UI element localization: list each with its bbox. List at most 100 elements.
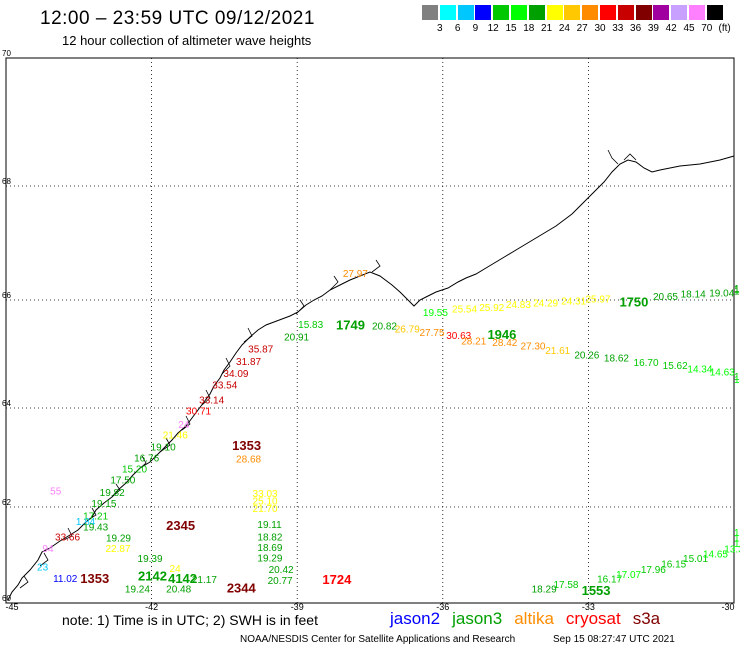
wave-height-label: 23 bbox=[37, 562, 49, 573]
wave-height-label: 4142 bbox=[168, 571, 197, 586]
wave-height-label: 17.63 bbox=[734, 285, 740, 296]
latitude-label: 60 bbox=[2, 594, 11, 603]
wave-height-label: 13.36 bbox=[724, 545, 740, 556]
wave-height-label: 1749 bbox=[336, 318, 365, 333]
wave-height-label: 16.15 bbox=[661, 559, 686, 570]
wave-height-label: 19.15 bbox=[91, 499, 116, 510]
satellite-legend: jason2 jason3 altika cryosat s3a bbox=[390, 609, 672, 629]
legend-swatch bbox=[528, 5, 545, 20]
wave-height-label: 27.75 bbox=[420, 328, 445, 339]
legend-label: 33 bbox=[612, 23, 624, 34]
legend-label: 6 bbox=[454, 23, 461, 34]
wave-height-label: 16.70 bbox=[634, 358, 659, 369]
legend-swatch bbox=[653, 5, 670, 20]
wave-height-label: 14.65 bbox=[703, 549, 728, 560]
wave-height-label: 24.31 bbox=[561, 296, 586, 307]
legend-swatch bbox=[582, 5, 599, 20]
legend-label: 15 bbox=[505, 23, 517, 34]
wave-height-label: 33.54 bbox=[212, 381, 237, 392]
longitude-label: -30 bbox=[721, 602, 734, 612]
wave-height-label: 14.63 bbox=[710, 368, 735, 379]
satellite-name: altika bbox=[514, 609, 554, 628]
legend-swatch bbox=[671, 5, 688, 20]
graticule bbox=[6, 58, 734, 603]
wave-height-label: 55 bbox=[50, 487, 62, 498]
wave-height-label: 31.87 bbox=[236, 357, 261, 368]
wave-height-label: 12.24 bbox=[734, 539, 740, 550]
legend-label: 9 bbox=[472, 23, 479, 34]
wave-height-label: 25.10 bbox=[253, 497, 278, 508]
wave-height-label: 17.21 bbox=[83, 511, 108, 522]
wave-height-label: 19.04 bbox=[709, 289, 734, 300]
legend-swatch bbox=[422, 5, 438, 20]
wave-height-label: 19.24 bbox=[125, 584, 150, 595]
legend-label: 27 bbox=[576, 23, 588, 34]
wave-height-label: 25.54 bbox=[452, 304, 477, 315]
wave-height-label: 19.29 bbox=[257, 554, 282, 565]
latitude-label: 62 bbox=[2, 498, 11, 507]
longitude-label: -42 bbox=[145, 602, 158, 612]
longitude-label: -45 bbox=[5, 602, 18, 612]
wave-height-label: 27.97 bbox=[343, 269, 368, 280]
map-frame bbox=[5, 57, 735, 604]
satellite-name: jason2 bbox=[390, 609, 441, 628]
wave-height-label: 1353 bbox=[80, 571, 109, 586]
legend-swatch bbox=[439, 5, 456, 20]
wave-height-label: 11.02 bbox=[53, 574, 78, 585]
wave-height-label: 21.17 bbox=[192, 575, 217, 586]
legend-label: 3 bbox=[437, 23, 443, 34]
wave-height-label: 20.91 bbox=[284, 333, 309, 344]
wave-height-label: 17.58 bbox=[553, 580, 578, 591]
wave-height-label: 19.82 bbox=[100, 488, 125, 499]
wave-height-label: 21.46 bbox=[163, 431, 188, 442]
wave-height-label: 19.39 bbox=[138, 554, 163, 565]
wave-height-label: 24.29 bbox=[533, 298, 558, 309]
wave-height-label: 33.03 bbox=[253, 489, 278, 500]
wave-height-label: 24 bbox=[178, 420, 190, 431]
legend-label: 39 bbox=[647, 23, 659, 34]
wave-height-label: 20.65 bbox=[653, 292, 678, 303]
wave-height-label: 35.87 bbox=[248, 344, 273, 355]
legend-label: 45 bbox=[683, 23, 695, 34]
wave-height-label: 20.26 bbox=[574, 350, 599, 361]
wave-height-label: 20.42 bbox=[269, 565, 294, 576]
wave-height-label: 1 bbox=[734, 528, 740, 539]
legend-label: 36 bbox=[630, 23, 642, 34]
map-subtitle: 12 hour collection of altimeter wave hei… bbox=[62, 33, 312, 48]
wave-height-label: 20.77 bbox=[268, 576, 293, 587]
wave-height-label: 25.92 bbox=[479, 303, 504, 314]
latitude-label: 64 bbox=[2, 399, 11, 408]
legend-label: 70 bbox=[701, 23, 713, 34]
wave-height-label: 18.14 bbox=[681, 290, 706, 301]
legend-swatch bbox=[546, 5, 563, 20]
wave-height-label: 25.97 bbox=[585, 295, 610, 306]
wave-height-label: 18. bbox=[734, 284, 740, 295]
latitude-label: 70 bbox=[2, 49, 11, 58]
wave-height-label: 15.30 bbox=[734, 372, 740, 383]
wave-height-label: 18.82 bbox=[257, 533, 282, 544]
wave-height-label: 18.62 bbox=[604, 354, 629, 365]
legend-label: (ft) bbox=[718, 23, 731, 34]
wave-height-label: 16.76 bbox=[134, 453, 159, 464]
wave-height-label: 15.20 bbox=[122, 464, 147, 475]
wave-height-label: 34.09 bbox=[223, 369, 248, 380]
map-title: 12:00 – 23:59 UTC 09/12/2021 bbox=[40, 8, 315, 29]
credit-line: NOAA/NESDIS Center for Satellite Applica… bbox=[240, 634, 516, 645]
wave-height-label: 19.55 bbox=[423, 308, 448, 319]
wave-height-label: 19.10 bbox=[151, 443, 176, 454]
legend-label: 12 bbox=[487, 23, 499, 34]
wave-height-label: 16.17 bbox=[597, 574, 622, 585]
longitude-label: -36 bbox=[436, 602, 449, 612]
latitude-label: 68 bbox=[2, 177, 11, 186]
wave-height-label: 2142 bbox=[138, 568, 167, 583]
wave-height-label: 2344 bbox=[227, 580, 257, 595]
wave-height-label: 21.61 bbox=[545, 346, 570, 357]
wave-height-label: 22.87 bbox=[105, 544, 130, 555]
legend-swatch bbox=[564, 5, 581, 20]
wave-height-label: 24.83 bbox=[506, 300, 531, 311]
wave-height-label: 94 bbox=[42, 544, 54, 555]
wave-height-label: 15.62 bbox=[663, 361, 688, 372]
wave-height-label: 1750 bbox=[619, 294, 648, 309]
